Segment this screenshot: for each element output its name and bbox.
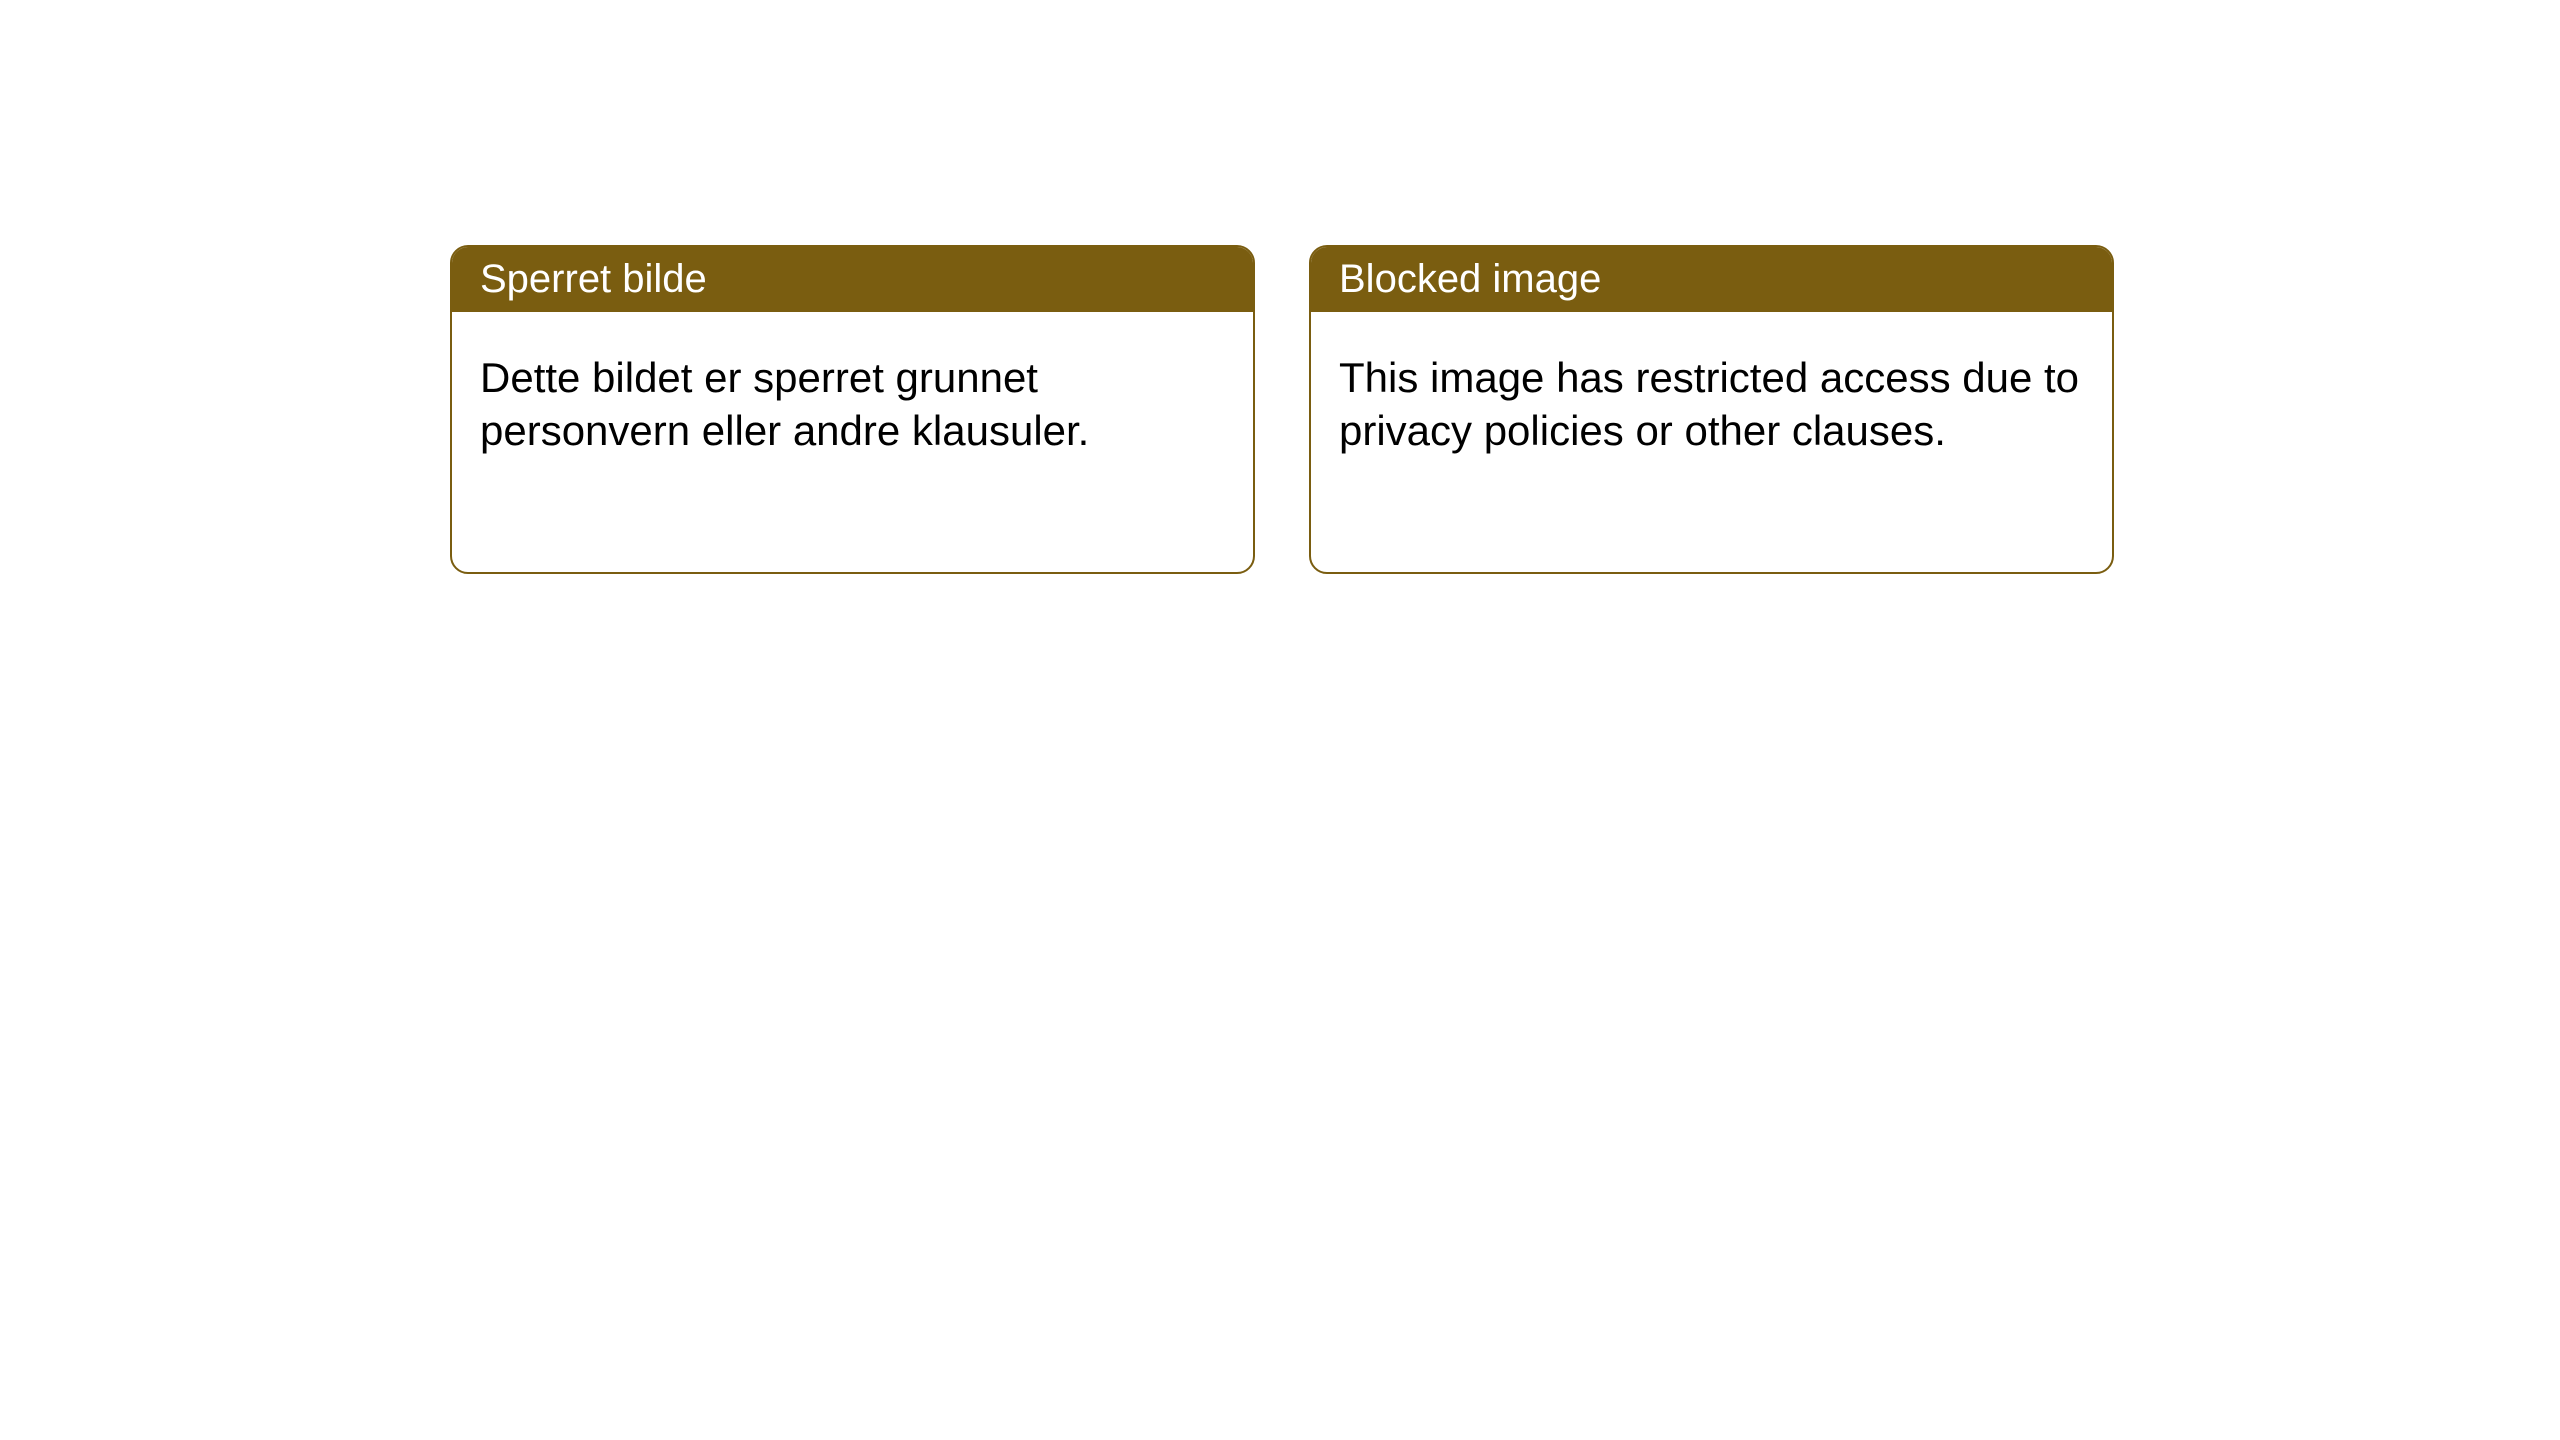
card-header: Blocked image <box>1311 247 2112 312</box>
card-header: Sperret bilde <box>452 247 1253 312</box>
notice-card-english: Blocked image This image has restricted … <box>1309 245 2114 574</box>
card-title: Blocked image <box>1339 257 1601 301</box>
notice-card-norwegian: Sperret bilde Dette bildet er sperret gr… <box>450 245 1255 574</box>
card-body-text: This image has restricted access due to … <box>1339 354 2079 454</box>
card-body-text: Dette bildet er sperret grunnet personve… <box>480 354 1089 454</box>
card-title: Sperret bilde <box>480 257 707 301</box>
card-body: Dette bildet er sperret grunnet personve… <box>452 312 1253 572</box>
notice-container: Sperret bilde Dette bildet er sperret gr… <box>450 245 2114 574</box>
card-body: This image has restricted access due to … <box>1311 312 2112 572</box>
